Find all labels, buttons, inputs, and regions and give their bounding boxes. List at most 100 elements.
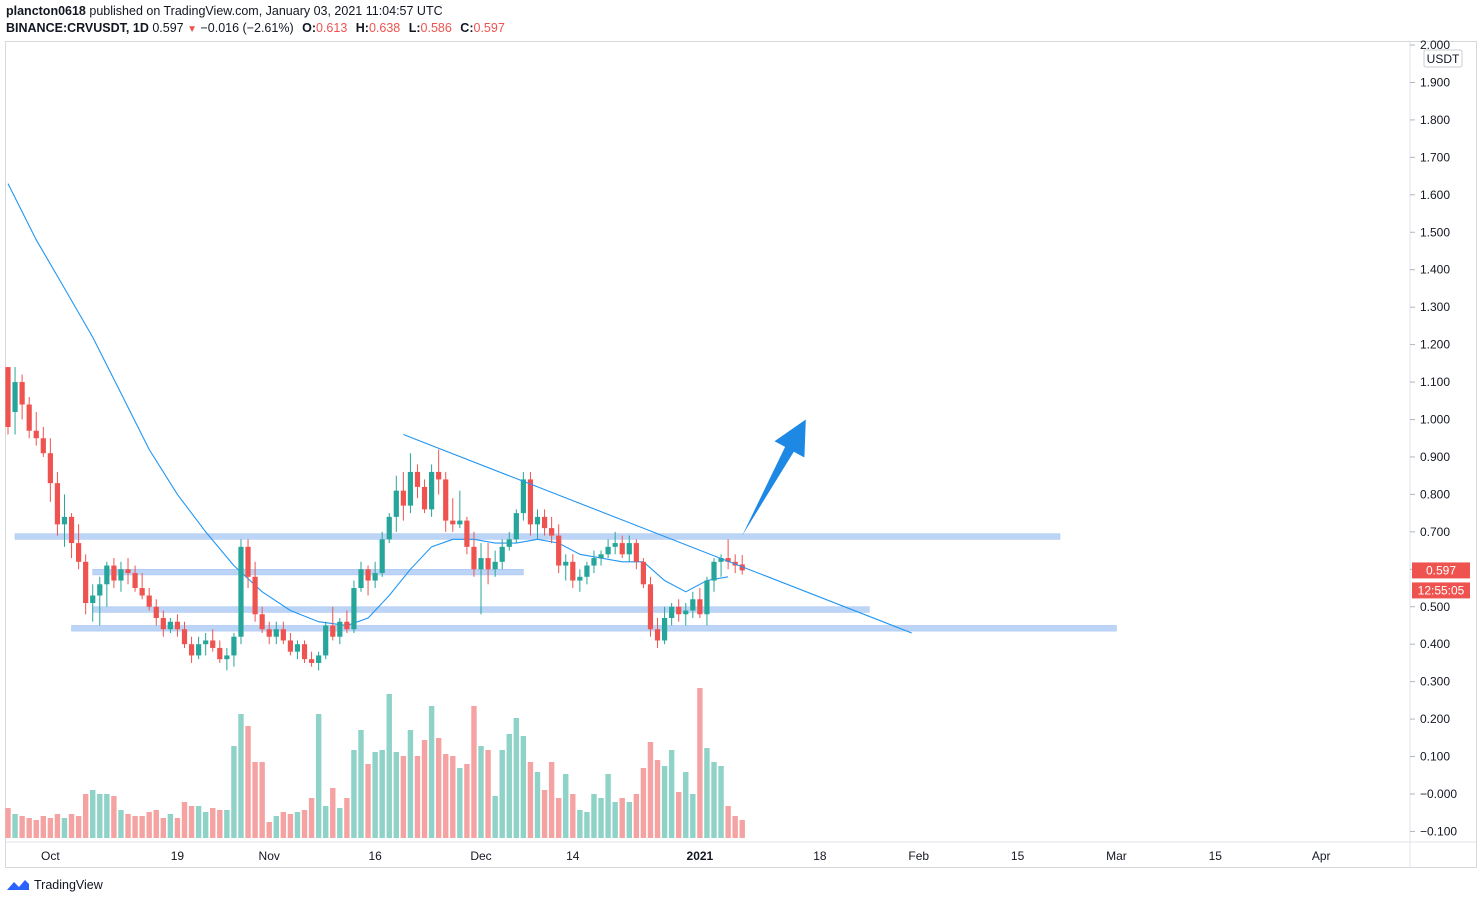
candle-body bbox=[19, 382, 25, 405]
volume-bar bbox=[661, 766, 668, 838]
countdown-box bbox=[1412, 582, 1470, 599]
volume-bar bbox=[534, 772, 541, 838]
volume-bar bbox=[676, 792, 682, 838]
price-tick-label: 1.400 bbox=[1420, 263, 1450, 277]
candle-body bbox=[224, 655, 230, 660]
candle bbox=[196, 636, 202, 660]
volume-bar bbox=[75, 816, 82, 838]
volume-bar bbox=[605, 774, 611, 838]
candle-body bbox=[153, 606, 159, 618]
candle-body bbox=[54, 483, 61, 525]
candle-body bbox=[181, 629, 188, 645]
volume-bar bbox=[181, 802, 188, 838]
price-axis[interactable]: 2.000 1.900 1.800 1.700 1.600 1.500 1.400 1.300… bbox=[1410, 38, 1457, 838]
candle bbox=[252, 561, 258, 622]
candle-body bbox=[612, 543, 618, 547]
candle bbox=[598, 550, 604, 566]
volume-bar bbox=[591, 794, 597, 838]
candle-body bbox=[725, 558, 731, 562]
candle-body bbox=[541, 516, 548, 529]
volume-bar bbox=[68, 814, 75, 838]
candle-body bbox=[414, 471, 421, 487]
candle-body bbox=[485, 558, 491, 570]
author-name[interactable]: plancton0618 bbox=[6, 4, 86, 18]
candle-body bbox=[33, 430, 39, 439]
volume-bar bbox=[718, 766, 724, 838]
last-price-box bbox=[1412, 562, 1470, 579]
candle-body bbox=[647, 584, 654, 630]
candle bbox=[584, 561, 590, 585]
candle-body bbox=[407, 471, 414, 506]
currency-badge[interactable]: USDT bbox=[1423, 49, 1463, 68]
volume-bar bbox=[280, 812, 287, 838]
last-price: 0.597 bbox=[152, 21, 184, 35]
volume-bar bbox=[330, 788, 336, 838]
footer-brand[interactable]: TradingView bbox=[6, 878, 103, 892]
candle bbox=[181, 621, 188, 648]
candle bbox=[238, 539, 244, 645]
brand-name: TradingView bbox=[34, 878, 103, 892]
candle-body bbox=[527, 479, 534, 525]
volume-bars bbox=[5, 688, 745, 838]
time-axis[interactable]: Oct 19 Nov 16 Dec 14 2021 18 Feb 15 Mar 15 Apr bbox=[41, 849, 1330, 863]
volume-bar bbox=[690, 794, 696, 838]
candle-body bbox=[301, 644, 308, 660]
candle-body bbox=[139, 588, 145, 596]
candle bbox=[464, 516, 470, 555]
volume-bar bbox=[266, 822, 272, 838]
candle-body bbox=[196, 644, 202, 656]
candle bbox=[690, 591, 696, 618]
volume-bar bbox=[217, 810, 223, 838]
volume-bar bbox=[485, 750, 491, 838]
arrow-drawing[interactable] bbox=[742, 419, 806, 536]
candle bbox=[612, 531, 618, 555]
volume-bar bbox=[90, 790, 96, 838]
volume-bar bbox=[492, 796, 498, 838]
time-tick-label: 16 bbox=[368, 849, 382, 863]
tradingview-logo-icon bbox=[7, 880, 29, 890]
price-tick-label: 2.000 bbox=[1420, 38, 1450, 52]
candle bbox=[54, 471, 61, 536]
support-zones bbox=[14, 533, 1117, 632]
candle-body bbox=[167, 621, 173, 630]
volume-bar bbox=[351, 750, 357, 838]
chart-frame[interactable] bbox=[5, 41, 1477, 868]
candle bbox=[570, 554, 576, 589]
candle bbox=[351, 580, 357, 633]
price-tick-label: 1.900 bbox=[1420, 75, 1450, 89]
candle bbox=[330, 606, 336, 641]
candle bbox=[556, 524, 562, 574]
candle bbox=[139, 573, 145, 600]
volume-bar bbox=[153, 810, 159, 838]
candle bbox=[203, 632, 209, 656]
close-label: C: bbox=[460, 21, 474, 35]
time-tick-label: 15 bbox=[1209, 849, 1223, 863]
trendline[interactable] bbox=[403, 433, 912, 634]
volume-bar bbox=[379, 750, 385, 838]
time-tick-label: 14 bbox=[566, 849, 580, 863]
volume-bar bbox=[739, 820, 745, 838]
volume-bar bbox=[5, 808, 11, 838]
volume-bar bbox=[146, 812, 152, 838]
candle bbox=[676, 599, 682, 622]
candle-body bbox=[513, 513, 519, 540]
candle-body bbox=[450, 520, 456, 525]
candle bbox=[160, 610, 166, 637]
volume-bar bbox=[111, 796, 117, 838]
candle bbox=[316, 651, 322, 671]
countdown-label: 12:55:05 bbox=[1418, 583, 1465, 597]
volume-bar bbox=[612, 802, 618, 838]
candle bbox=[450, 498, 456, 532]
candle bbox=[683, 603, 689, 626]
volume-bar bbox=[619, 798, 625, 838]
price-tick-label: 0.700 bbox=[1420, 525, 1450, 539]
candle bbox=[111, 558, 117, 589]
volume-bar bbox=[61, 818, 68, 838]
volume-bar bbox=[725, 806, 731, 838]
candle bbox=[83, 554, 89, 615]
candle bbox=[19, 374, 25, 420]
time-tick-label: Oct bbox=[41, 849, 60, 863]
symbol-name[interactable]: BINANCE:CRVUSDT, 1D bbox=[6, 21, 149, 35]
down-triangle-icon: ▼ bbox=[187, 24, 197, 35]
